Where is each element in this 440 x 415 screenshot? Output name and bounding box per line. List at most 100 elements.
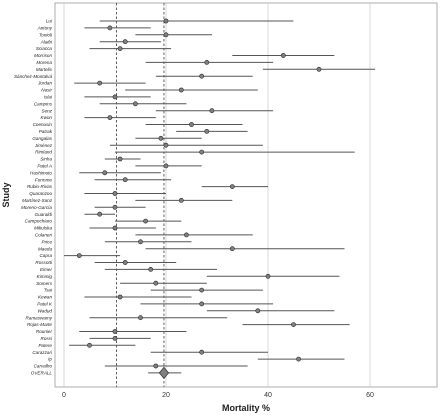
study-row: Capra [39,253,121,258]
point-estimate [204,60,210,65]
study-row: Eimer [40,266,217,272]
reference-lines [116,3,165,387]
study-label: Tsai [44,288,53,293]
point-estimate [178,87,184,93]
study-row: Guaraldi [35,211,115,217]
study-row: Patere [38,342,136,348]
study-label: Lui [46,19,53,24]
study-label: Tonioli [39,32,53,37]
study-label: Campochiaro [25,219,53,224]
point-estimate [102,170,108,176]
study-label: Rossi [41,336,53,341]
study-label: Rossotti [35,260,53,265]
x-tick-label: 40 [264,392,272,399]
study-row: Campochiaro [25,219,182,224]
point-estimate [117,46,123,51]
x-axis-title: Mortality % [222,403,270,413]
study-label: Morrison [34,53,52,58]
point-estimate [132,101,138,107]
point-estimate [199,149,205,155]
study-label: Senz [42,108,53,113]
study-row: Gangalas [32,136,202,141]
study-label: Colaneri [35,233,53,238]
x-tick-label: 60 [366,392,374,399]
study-row: Sánchez-Montalvá [14,73,253,79]
study-label: Martínez-Sanz [22,198,53,203]
study-row: Antony [37,25,151,31]
study-row: Tonioli [39,32,212,37]
point-estimate [183,232,189,238]
study-label: Rimland [35,150,52,155]
point-estimate [153,280,159,286]
study-label: Patere [38,343,52,348]
point-estimate [255,308,261,314]
study-label: Ip [48,357,52,362]
study-label: Rojas-Marte [27,322,52,327]
study-label: Hashimoto [30,170,52,175]
point-estimate [112,191,118,196]
study-row: Hashimoto [30,170,161,175]
point-estimate [199,287,205,293]
study-row: Formme [35,177,172,183]
study-row: Rossi [41,335,151,341]
study-row: Patel K [37,301,274,307]
study-row: Sciacca [36,46,172,51]
point-estimate [291,322,296,327]
study-label: Carvalho [34,364,53,369]
study-row: Wadud [38,308,335,313]
study-row: Colaneri [35,232,253,238]
study-label: Morena [36,60,52,65]
study-row: Morrison [34,53,335,58]
point-estimate [280,53,286,58]
point-estimate [112,329,118,334]
point-estimate [122,39,128,45]
study-label: Quaranzoo [29,191,52,196]
study-label: Eimer [40,267,52,272]
study-row: Rubio-Rivas [27,184,268,189]
point-estimate [87,342,92,348]
study-label: OVERALL [31,371,53,376]
study-row: Mikulska [34,225,156,231]
study-label: Mikulska [34,226,52,231]
study-row: Tsai [44,287,263,293]
point-estimate [316,66,322,72]
point-estimate [112,204,118,210]
study-label: Alaibi [40,39,53,44]
study-label: Kimmig [37,274,53,279]
point-estimate [148,266,154,272]
study-label: Somers [36,281,53,286]
point-estimate [117,294,123,300]
study-row: Price [42,239,192,244]
study-row: Jordan [37,81,146,86]
study-row: Martelis [36,66,376,72]
study-row: Kimmig [37,273,340,279]
plot-frame [54,2,438,388]
study-label: Guaraldi [35,212,53,217]
x-tick-label: 0 [62,392,66,399]
point-estimate [163,18,169,24]
study-row: Martínez-Sanz [22,197,233,203]
point-estimate [97,80,103,86]
study-label: Gangalas [32,136,52,141]
study-row: Kewan [38,294,192,300]
study-row: Sinha [40,156,141,162]
study-row: Rojas-Marte [27,322,350,327]
point-estimate [122,177,128,183]
study-label: Jordan [37,81,52,86]
grid-layer [63,3,371,387]
x-tick-label: 20 [162,392,170,399]
study-label: Patrak [39,129,53,134]
point-estimate [204,128,210,134]
point-estimate [178,197,184,203]
study-row: Patrak [39,128,248,134]
point-estimate [296,356,301,362]
study-row: Rossotti [35,260,177,265]
point-estimate [97,211,103,217]
point-estimate [117,156,123,162]
study-row: Islai [44,95,151,100]
y-axis-title: Study [1,182,11,207]
study-label: Patel K [37,302,53,307]
study-label: Islai [44,95,53,100]
point-estimate [199,349,205,355]
